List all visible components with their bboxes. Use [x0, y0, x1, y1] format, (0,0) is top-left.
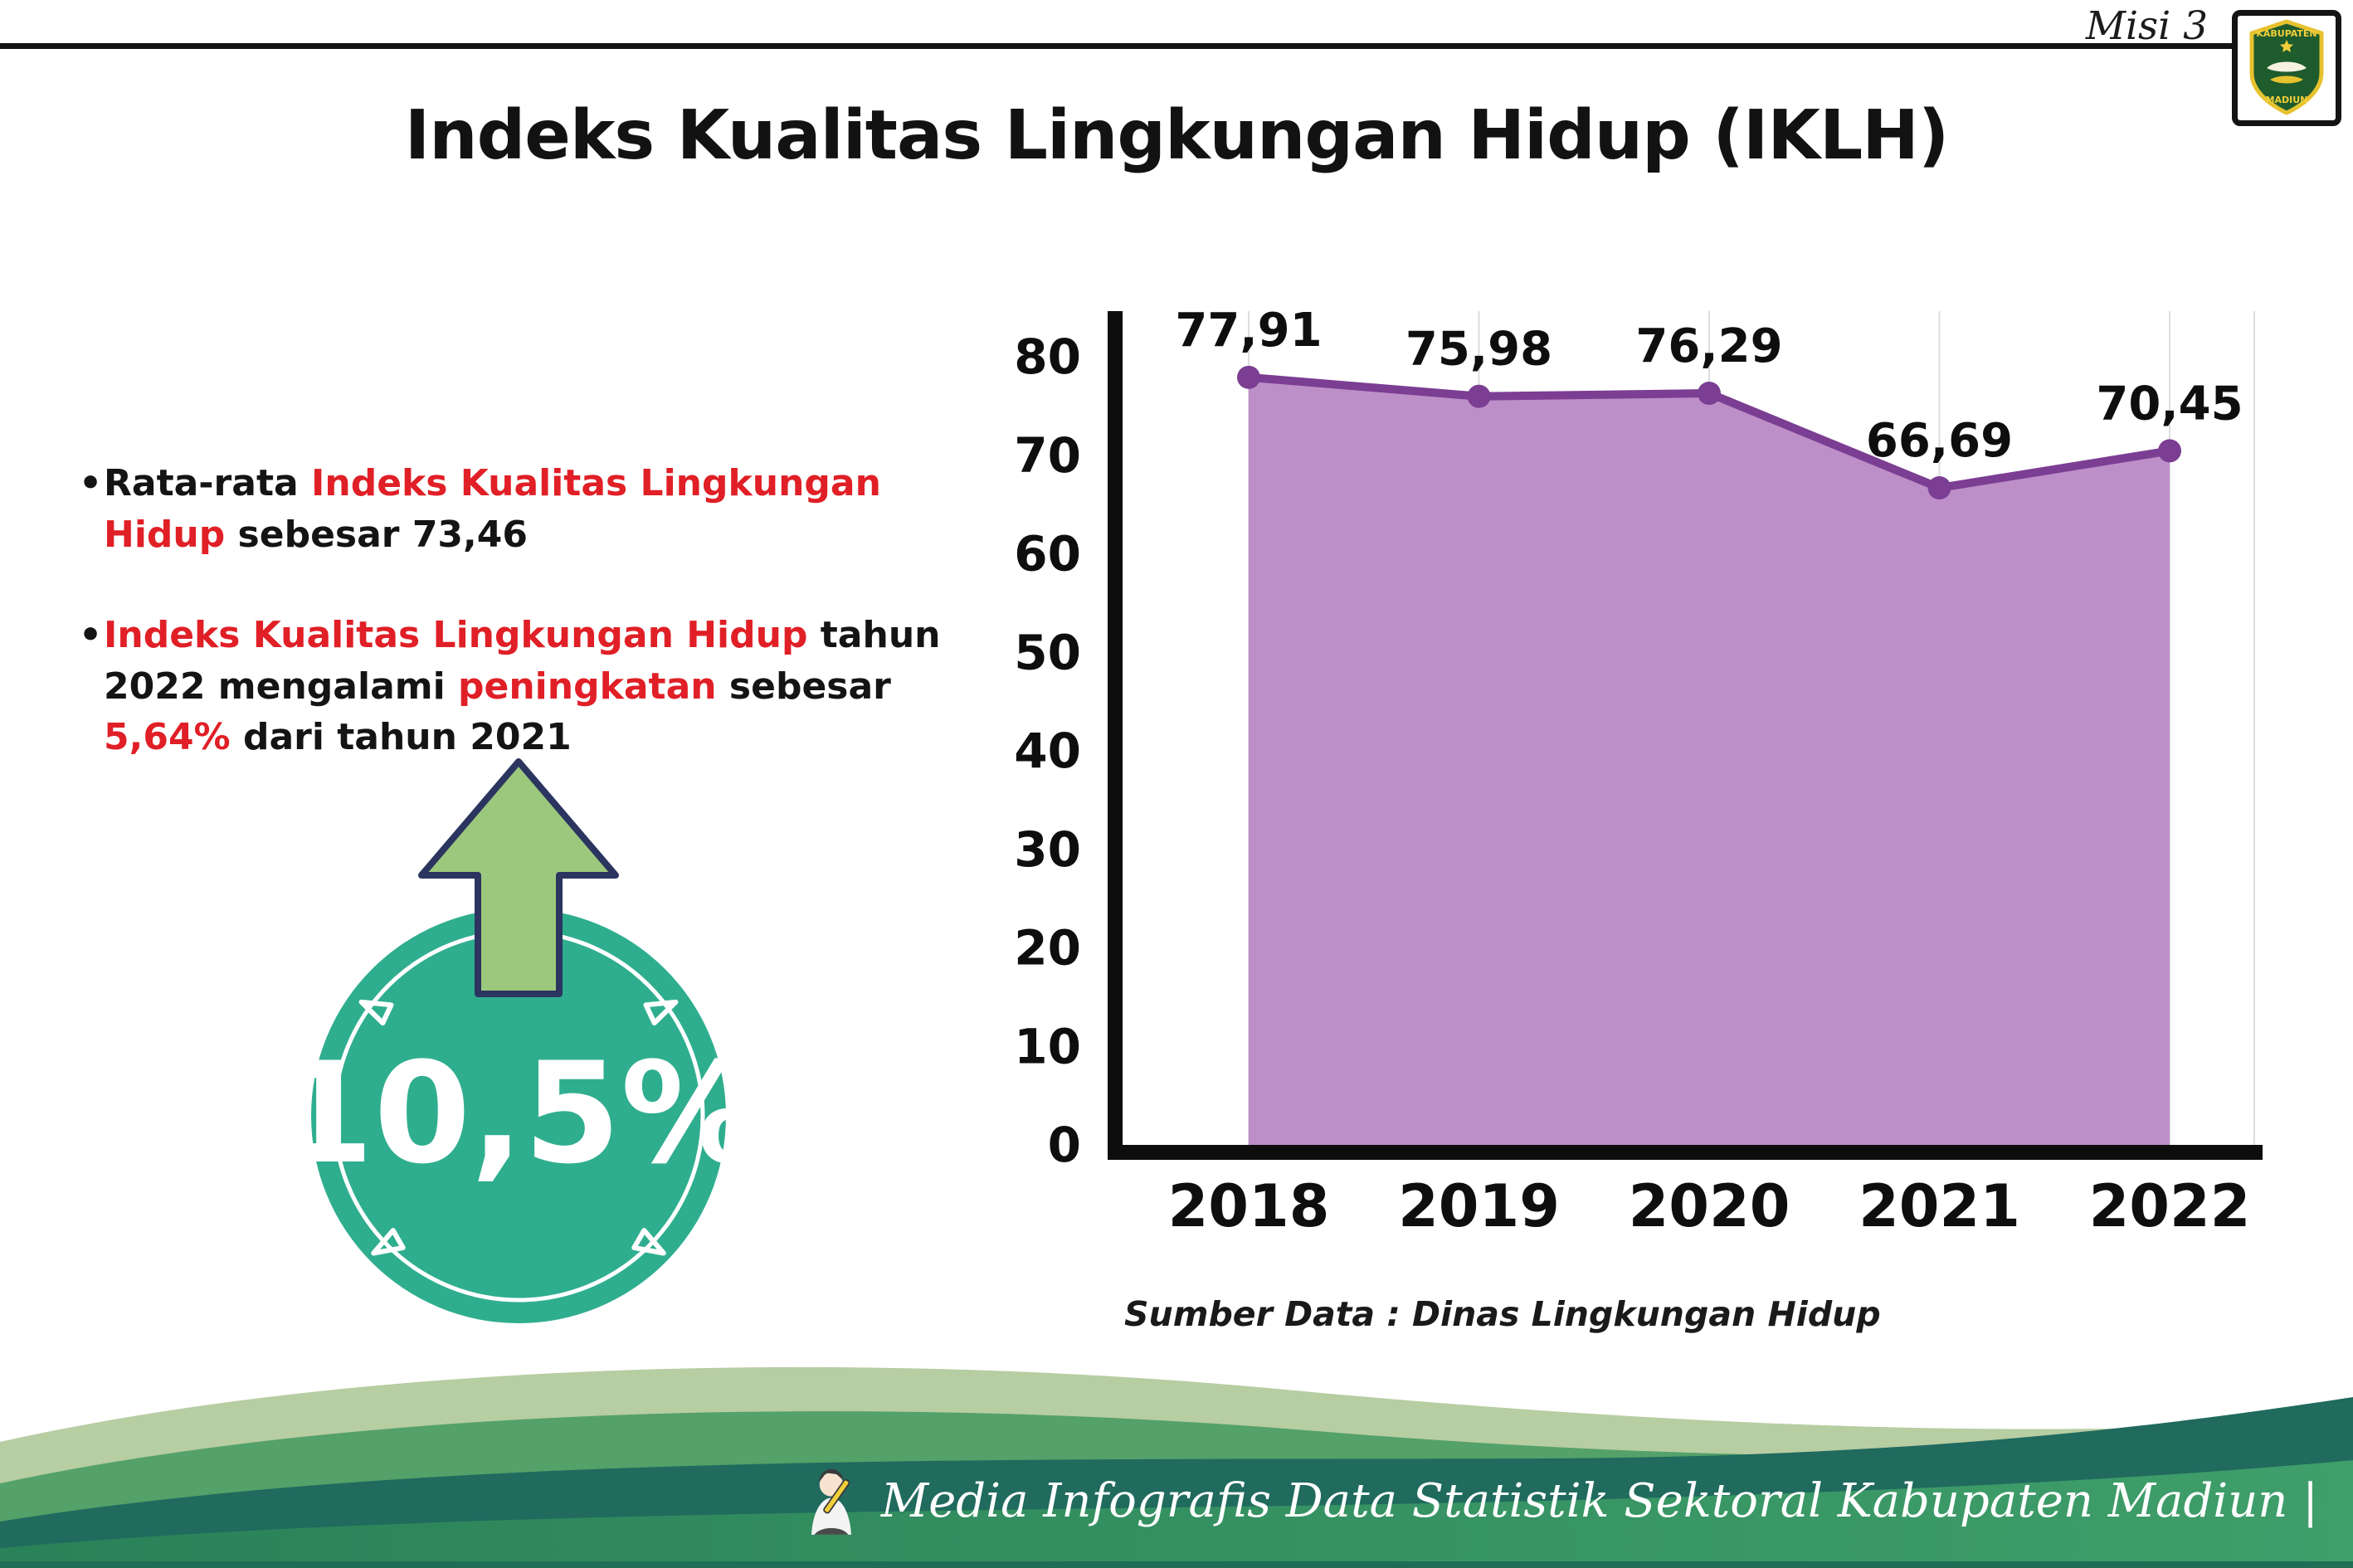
svg-text:2019: 2019 [1398, 1172, 1560, 1240]
bullet-highlight: Indeks Kualitas Lingkungan Hidup [104, 462, 881, 556]
area-fill [1249, 377, 2170, 1146]
misi-label: Misi 3 [2085, 3, 2208, 49]
badge-tick-triangles [358, 999, 679, 1256]
svg-text:60: 60 [1014, 526, 1081, 582]
bullet-average-iklh: Rata-rata Indeks Kualitas Lingkungan Hid… [79, 458, 975, 560]
footer-waves [0, 1366, 2353, 1568]
svg-text:20: 20 [1014, 920, 1081, 976]
logo-region-bottom: MADIUN [2266, 95, 2308, 105]
y-axis-ticks: 0 10 20 30 40 50 60 70 80 [1014, 329, 1081, 1173]
footer-bar: Media Infografis Data Statistik Sektoral… [798, 1463, 2318, 1538]
svg-text:2021: 2021 [1859, 1172, 2020, 1240]
key-points-list: Rata-rata Indeks Kualitas Lingkungan Hid… [79, 458, 975, 813]
svg-text:50: 50 [1014, 624, 1081, 680]
wave-main [0, 1460, 2353, 1568]
increase-badge: 10,5% [277, 758, 761, 1323]
bullet-text: Rata-rata [104, 462, 311, 504]
bullet-highlight: Indeks Kualitas Lingkungan Hidup [104, 614, 808, 657]
y-axis [1108, 311, 1123, 1160]
svg-text:77,91: 77,91 [1175, 304, 1322, 358]
x-axis-labels: 2018 2019 2020 2021 2022 [1168, 1172, 2251, 1240]
wave-bottom-edge [0, 1561, 2353, 1568]
mascot-icon [811, 1468, 851, 1535]
svg-text:2018: 2018 [1168, 1172, 1330, 1240]
svg-text:70,45: 70,45 [2096, 377, 2243, 431]
bullet-highlight: peningkatan [458, 665, 717, 708]
page-title: Indeks Kualitas Lingkungan Hidup (IKLH) [404, 96, 1950, 175]
header-rule [0, 43, 2234, 49]
coat-of-arms-icon: KABUPATEN MADIUN [2249, 19, 2324, 115]
badge-value: 10,5% [277, 1032, 761, 1195]
svg-text:2020: 2020 [1629, 1172, 1790, 1240]
footer-credit: Media Infografis Data Statistik Sektoral… [880, 1473, 2318, 1528]
svg-text:0: 0 [1048, 1117, 1081, 1173]
iklh-area-chart: 0 10 20 30 40 50 60 70 80 2018 2019 2020 2021 2022 77,… [1014, 304, 2263, 1240]
data-point-labels: 77,91 75,98 76,29 66,69 70,45 [1175, 304, 2243, 468]
svg-text:66,69: 66,69 [1866, 414, 2013, 468]
bullet-text: sebesar [716, 665, 891, 708]
bullet-text: tahun 2022 mengalami [104, 614, 941, 708]
svg-text:76,29: 76,29 [1635, 319, 1782, 373]
kabupaten-madiun-logo: KABUPATEN MADIUN [2232, 10, 2341, 126]
svg-text:2022: 2022 [2089, 1172, 2251, 1240]
x-axis [1108, 1145, 2263, 1160]
bullet-increase-2022: Indeks Kualitas Lingkungan Hidup tahun 2… [79, 610, 975, 763]
svg-text:70: 70 [1014, 427, 1081, 484]
data-points [1237, 365, 2181, 500]
logo-region-top: KABUPATEN [2256, 28, 2316, 39]
svg-text:80: 80 [1014, 329, 1081, 385]
bullet-text: sebesar 73,46 [225, 513, 528, 556]
badge-circle [311, 908, 726, 1323]
chart-section: 0 10 20 30 40 50 60 70 80 2018 2019 2020 2021 2022 77,… [983, 249, 2294, 1334]
svg-text:40: 40 [1014, 723, 1081, 779]
svg-text:10: 10 [1014, 1018, 1081, 1074]
up-arrow-icon [418, 758, 619, 997]
svg-text:30: 30 [1014, 821, 1081, 878]
bullet-text: dari tahun 2021 [230, 716, 572, 759]
data-source: Sumber Data : Dinas Lingkungan Hidup [1124, 1294, 1881, 1334]
bullet-highlight: 5,64% [104, 716, 231, 759]
svg-text:75,98: 75,98 [1405, 323, 1552, 377]
